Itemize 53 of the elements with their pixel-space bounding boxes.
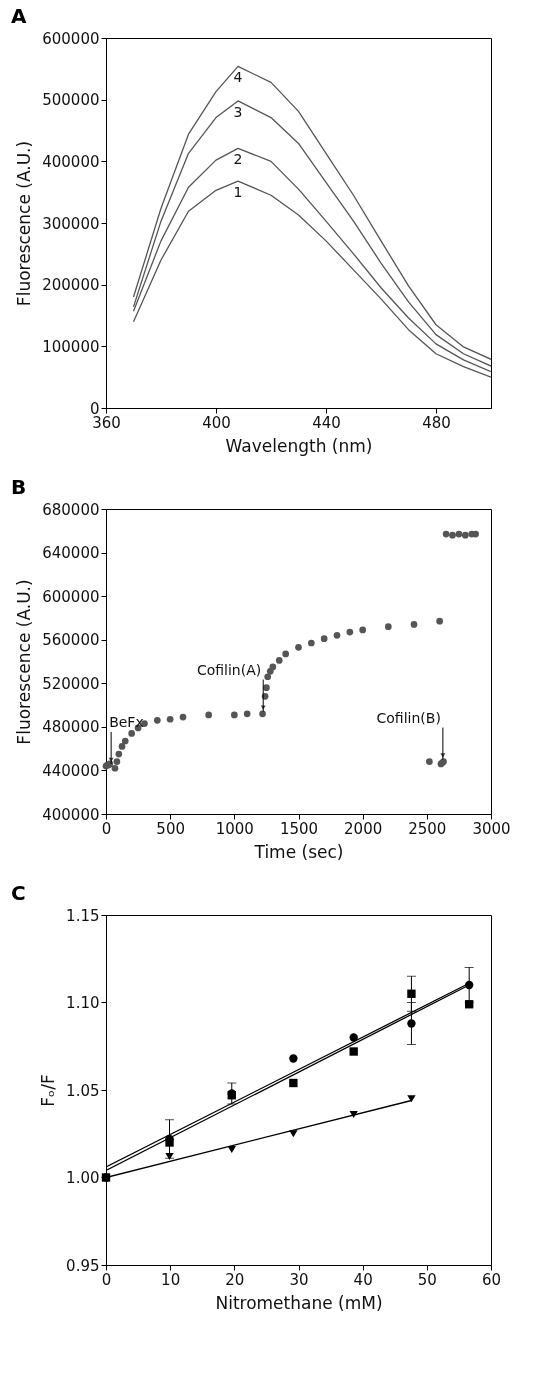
y-tick-label: 1.05: [66, 1081, 100, 1100]
y-tick-label: 600000: [42, 29, 100, 48]
x-tick-label: 40: [353, 1270, 373, 1289]
x-tick-label: 2500: [408, 819, 447, 838]
y-tick-label: 0.95: [66, 1256, 100, 1275]
annotation: 1: [233, 184, 243, 201]
y-tick-label: 480000: [42, 718, 100, 737]
y-tick-label: 200000: [42, 276, 100, 295]
x-tick-label: 440: [312, 413, 341, 432]
x-tick-label: 2000: [344, 819, 383, 838]
x-tick-label: 60: [481, 1270, 502, 1289]
x-tick-label: 10: [161, 1270, 181, 1289]
y-tick-label: 500000: [42, 91, 100, 110]
y-tick-label: 300000: [42, 214, 100, 233]
annotation: 2: [233, 151, 243, 168]
x-tick-label: 480: [422, 413, 451, 432]
x-tick-label: 3000: [472, 819, 511, 838]
annotation: 3: [233, 103, 243, 120]
x-tick-label: 0: [101, 819, 112, 838]
x-tick-label: 1000: [215, 819, 254, 838]
y-tick-label: 100000: [42, 337, 100, 356]
y-tick-label: 640000: [42, 544, 100, 563]
annotation: Cofilin(A): [196, 661, 262, 678]
x-tick-label: 50: [417, 1270, 437, 1289]
y-tick-label: 560000: [42, 631, 100, 650]
x-tick-label: 0: [101, 1270, 112, 1289]
y-axis-title: Fluorescence (A.U.): [14, 579, 35, 745]
annotation: BeFx: [109, 713, 144, 730]
y-tick-label: 1.10: [66, 994, 100, 1012]
x-axis-title: Nitromethane (mM): [215, 1292, 383, 1313]
x-axis-title: Time (sec): [253, 841, 344, 862]
y-axis-title: Fₒ/F: [38, 1074, 59, 1107]
y-tick-label: 680000: [42, 500, 100, 519]
y-tick-label: 1.15: [66, 906, 100, 925]
y-axis-title: Fluorescence (A.U.): [14, 140, 35, 307]
x-axis-title: Wavelength (nm): [225, 435, 373, 456]
x-tick-label: 30: [289, 1270, 309, 1289]
chart-title: B: [11, 475, 27, 499]
y-tick-label: 600000: [42, 587, 100, 606]
annotation: 4: [233, 69, 243, 86]
x-tick-label: 360: [92, 413, 121, 432]
chart-title: A: [11, 4, 27, 28]
x-tick-label: 20: [225, 1270, 245, 1289]
chart-title: C: [11, 881, 26, 905]
x-tick-label: 400: [202, 413, 231, 432]
y-tick-label: 400000: [42, 805, 100, 824]
annotation: Cofilin(B): [376, 709, 441, 726]
y-tick-label: 1.00: [66, 1169, 100, 1187]
y-tick-label: 440000: [42, 761, 100, 780]
x-tick-label: 1500: [279, 819, 319, 838]
x-tick-label: 500: [156, 819, 185, 838]
y-tick-label: 400000: [42, 152, 100, 171]
y-tick-label: 520000: [42, 674, 100, 693]
